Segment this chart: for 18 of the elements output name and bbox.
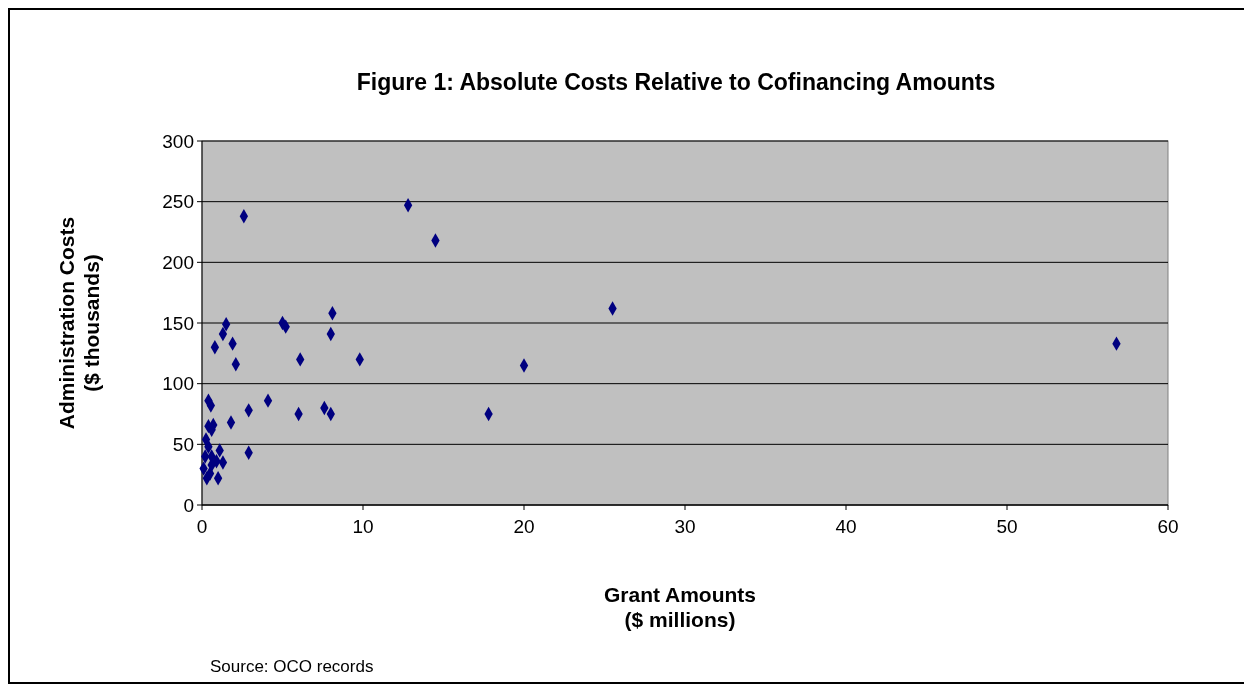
y-axis-title: Administration Costs ($ thousands) — [55, 216, 103, 430]
y-tick-label: 100 — [162, 373, 194, 395]
y-tick-label: 0 — [183, 494, 194, 516]
x-tick-label: 50 — [996, 516, 1018, 537]
y-tick-label: 150 — [162, 312, 194, 334]
x-tick-label: 10 — [352, 516, 374, 537]
x-axis-title: Grant Amounts ($ millions) — [603, 583, 757, 631]
x-tick-label: 30 — [674, 516, 696, 537]
chart-title: Figure 1: Absolute Costs Relative to Cofinancing Amounts — [356, 69, 996, 95]
x-tick-label: 40 — [835, 516, 857, 537]
y-tick-label: 300 — [162, 130, 194, 152]
y-tick-label: 50 — [172, 433, 194, 455]
x-tick-label: 20 — [513, 516, 535, 537]
y-tick-label: 200 — [162, 251, 194, 273]
x-tick-label: 60 — [1157, 516, 1179, 537]
x-tick-label: 0 — [196, 516, 208, 537]
source-note: Source: OCO records — [210, 657, 374, 676]
y-tick-label: 250 — [162, 191, 194, 213]
